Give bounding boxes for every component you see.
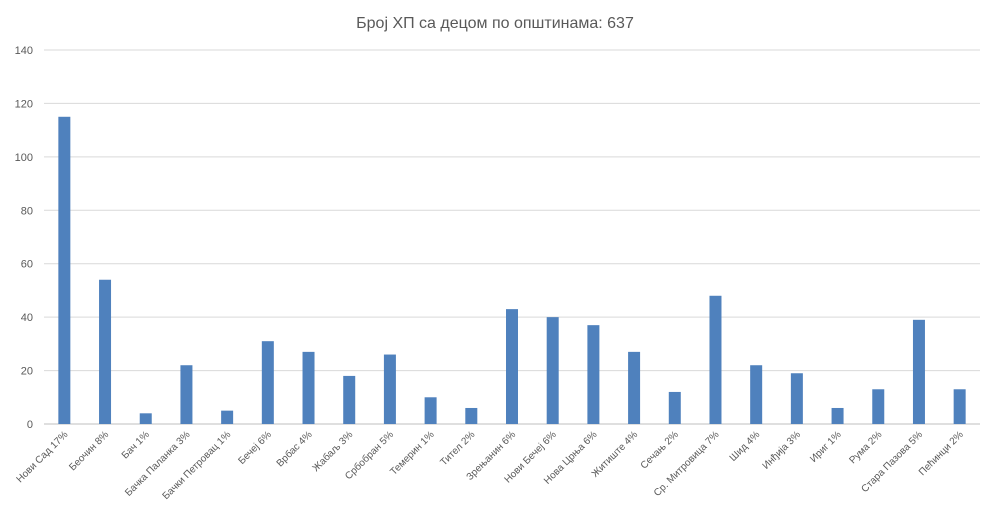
bar [628,351,641,424]
bar [99,279,112,424]
bar [546,317,559,424]
bar [912,319,925,424]
bar [424,397,437,424]
x-tick-label: Бачки Петровац 1% [161,429,234,502]
y-tick-label: 40 [21,312,33,324]
bar [180,365,193,424]
x-tick-label: Шид 4% [728,429,763,464]
bar [506,309,518,424]
x-tick-label: Нови Сад 17% [15,429,71,485]
bar [139,413,152,424]
x-tick-label: Рума 2% [847,429,884,466]
bar [668,391,681,424]
bar [831,407,844,424]
bar [750,365,763,424]
y-tick-label: 60 [21,259,33,271]
bar [587,325,600,424]
x-tick-label: Тител 2% [439,429,478,468]
bar [58,116,71,425]
y-tick-label: 0 [27,419,33,431]
bar [343,375,356,424]
bar [465,407,478,424]
bar [221,410,234,424]
x-tick-label: Бач 1% [120,429,152,461]
y-tick-label: 100 [15,152,33,164]
y-tick-label: 120 [15,98,33,110]
x-tick-label: Сечањ 2% [639,429,681,471]
x-tick-label: Инђија 3% [760,429,803,472]
y-tick-label: 20 [21,366,33,378]
bar [790,373,803,424]
bar [261,341,274,424]
y-axis-ticks: 0 20 40 60 80 100 120 140 [15,45,33,431]
x-tick-label: Темерин 1% [388,429,436,477]
bar [953,389,966,424]
bar [383,354,396,424]
bar [872,389,885,424]
y-tick-label: 140 [15,45,33,57]
chart-title: Број ХП са децом по општинама: 637 [356,15,634,32]
bars [58,116,966,425]
bar [302,351,315,424]
x-tick-label: Жабаљ 3% [310,429,356,475]
y-tick-label: 80 [21,205,33,217]
x-tick-label: Беочин 8% [67,429,111,473]
x-axis-ticks: Нови Сад 17%Беочин 8% Бач 1%Бачка Паланка… [15,429,966,502]
x-tick-label: Ириг 1% [808,429,844,465]
x-tick-label: Бечеј 6% [236,429,274,467]
x-tick-label: Врбас 4% [274,429,315,470]
bar [709,295,722,424]
